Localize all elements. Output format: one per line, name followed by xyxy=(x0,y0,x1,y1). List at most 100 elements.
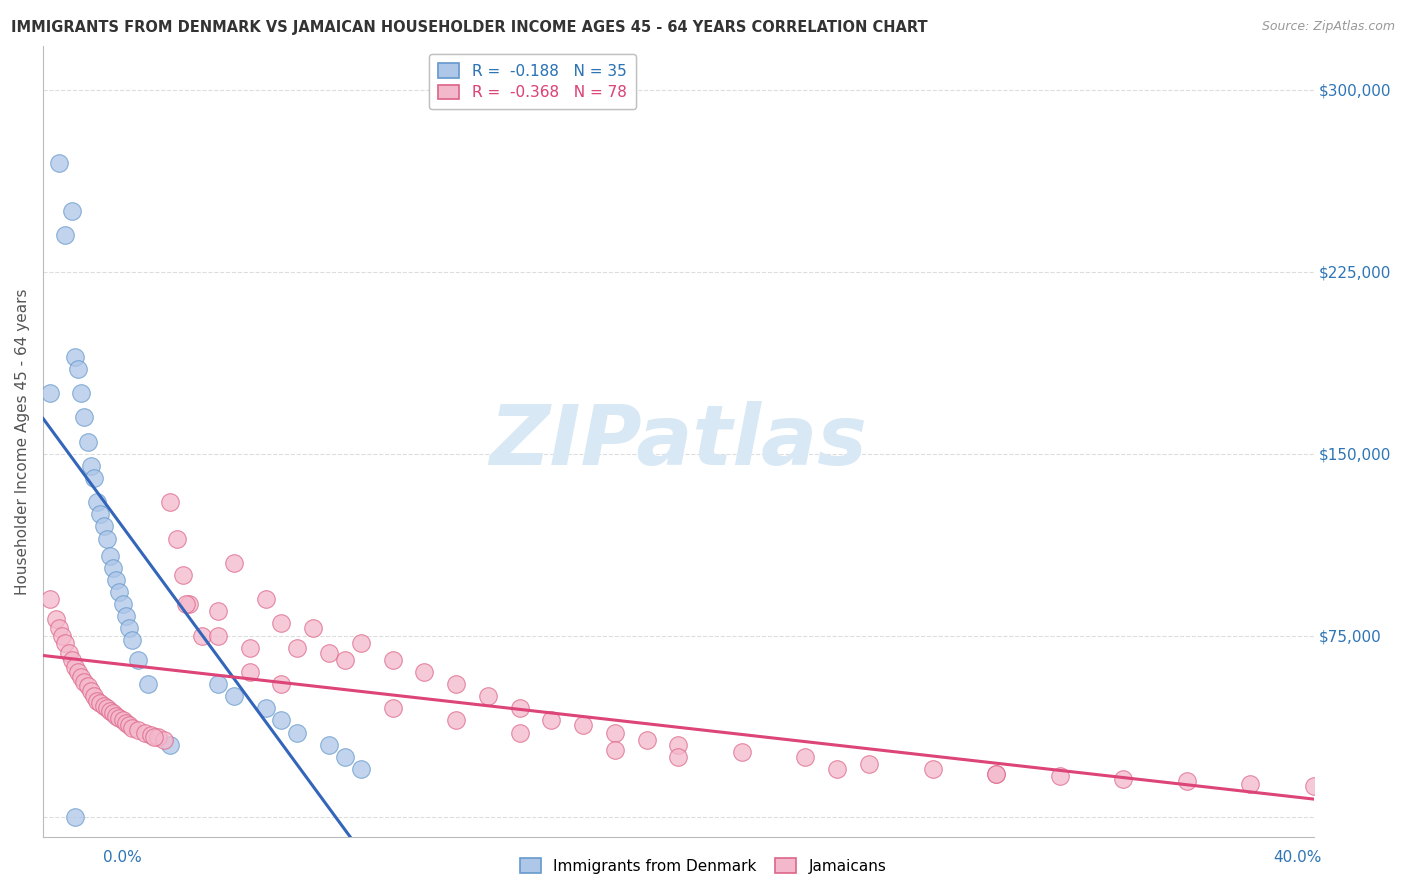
Point xyxy=(222,556,245,570)
Point xyxy=(83,689,105,703)
Point xyxy=(540,714,562,728)
Point xyxy=(350,636,373,650)
Point xyxy=(89,697,111,711)
Point xyxy=(159,738,181,752)
Point xyxy=(350,762,373,776)
Point xyxy=(333,749,356,764)
Text: 0.0%: 0.0% xyxy=(103,850,142,865)
Point xyxy=(174,597,197,611)
Point xyxy=(108,585,131,599)
Point xyxy=(118,621,141,635)
Text: 40.0%: 40.0% xyxy=(1274,850,1322,865)
Point xyxy=(55,228,77,243)
Point xyxy=(63,810,86,824)
Point xyxy=(207,629,229,643)
Point xyxy=(121,633,143,648)
Point xyxy=(67,665,90,679)
Point xyxy=(143,731,166,745)
Point xyxy=(1302,779,1324,793)
Point xyxy=(172,568,194,582)
Point xyxy=(114,715,136,730)
Point xyxy=(921,762,943,776)
Point xyxy=(38,386,60,401)
Point xyxy=(794,749,817,764)
Point xyxy=(1239,776,1261,790)
Point xyxy=(45,611,67,625)
Point xyxy=(270,677,292,691)
Point xyxy=(63,350,86,364)
Point xyxy=(302,621,325,635)
Point xyxy=(1112,772,1135,786)
Legend: Immigrants from Denmark, Jamaicans: Immigrants from Denmark, Jamaicans xyxy=(513,852,893,880)
Point xyxy=(70,670,93,684)
Point xyxy=(93,519,115,533)
Point xyxy=(254,592,277,607)
Point xyxy=(73,674,96,689)
Point xyxy=(159,495,181,509)
Point xyxy=(98,704,121,718)
Point xyxy=(80,458,103,473)
Point xyxy=(413,665,436,679)
Point xyxy=(70,386,93,401)
Point xyxy=(444,714,467,728)
Point xyxy=(98,549,121,563)
Point xyxy=(668,738,690,752)
Point xyxy=(63,660,86,674)
Point xyxy=(60,653,83,667)
Point xyxy=(48,621,70,635)
Point xyxy=(166,532,188,546)
Point xyxy=(105,573,128,587)
Point xyxy=(254,701,277,715)
Point xyxy=(318,738,340,752)
Point xyxy=(51,629,73,643)
Point xyxy=(111,597,134,611)
Point xyxy=(222,689,245,703)
Point xyxy=(207,604,229,618)
Legend: R =  -0.188   N = 35, R =  -0.368   N = 78: R = -0.188 N = 35, R = -0.368 N = 78 xyxy=(429,54,636,110)
Text: Source: ZipAtlas.com: Source: ZipAtlas.com xyxy=(1261,20,1395,33)
Point xyxy=(477,689,499,703)
Point xyxy=(58,646,80,660)
Point xyxy=(38,592,60,607)
Point xyxy=(101,560,124,574)
Point xyxy=(48,155,70,169)
Point xyxy=(858,757,880,772)
Point xyxy=(444,677,467,691)
Point xyxy=(105,708,128,723)
Point xyxy=(55,636,77,650)
Point xyxy=(636,732,658,747)
Point xyxy=(603,725,626,739)
Point xyxy=(134,725,156,739)
Point xyxy=(381,653,404,667)
Point xyxy=(76,434,98,449)
Point xyxy=(270,714,292,728)
Point xyxy=(239,665,262,679)
Point xyxy=(270,616,292,631)
Point xyxy=(86,694,108,708)
Point xyxy=(146,731,169,745)
Point xyxy=(285,725,308,739)
Point xyxy=(67,361,90,376)
Point xyxy=(127,653,149,667)
Point xyxy=(984,766,1007,780)
Point xyxy=(191,629,214,643)
Point xyxy=(96,701,118,715)
Point xyxy=(333,653,356,667)
Point xyxy=(101,706,124,721)
Point xyxy=(86,495,108,509)
Point xyxy=(207,677,229,691)
Point xyxy=(60,204,83,219)
Point xyxy=(1049,769,1071,783)
Point xyxy=(73,410,96,425)
Point xyxy=(141,728,163,742)
Point xyxy=(984,766,1007,780)
Point xyxy=(179,597,201,611)
Point xyxy=(121,721,143,735)
Point xyxy=(118,718,141,732)
Point xyxy=(153,732,176,747)
Point xyxy=(509,701,531,715)
Point xyxy=(76,680,98,694)
Point xyxy=(239,640,262,655)
Point xyxy=(93,698,115,713)
Point xyxy=(603,742,626,756)
